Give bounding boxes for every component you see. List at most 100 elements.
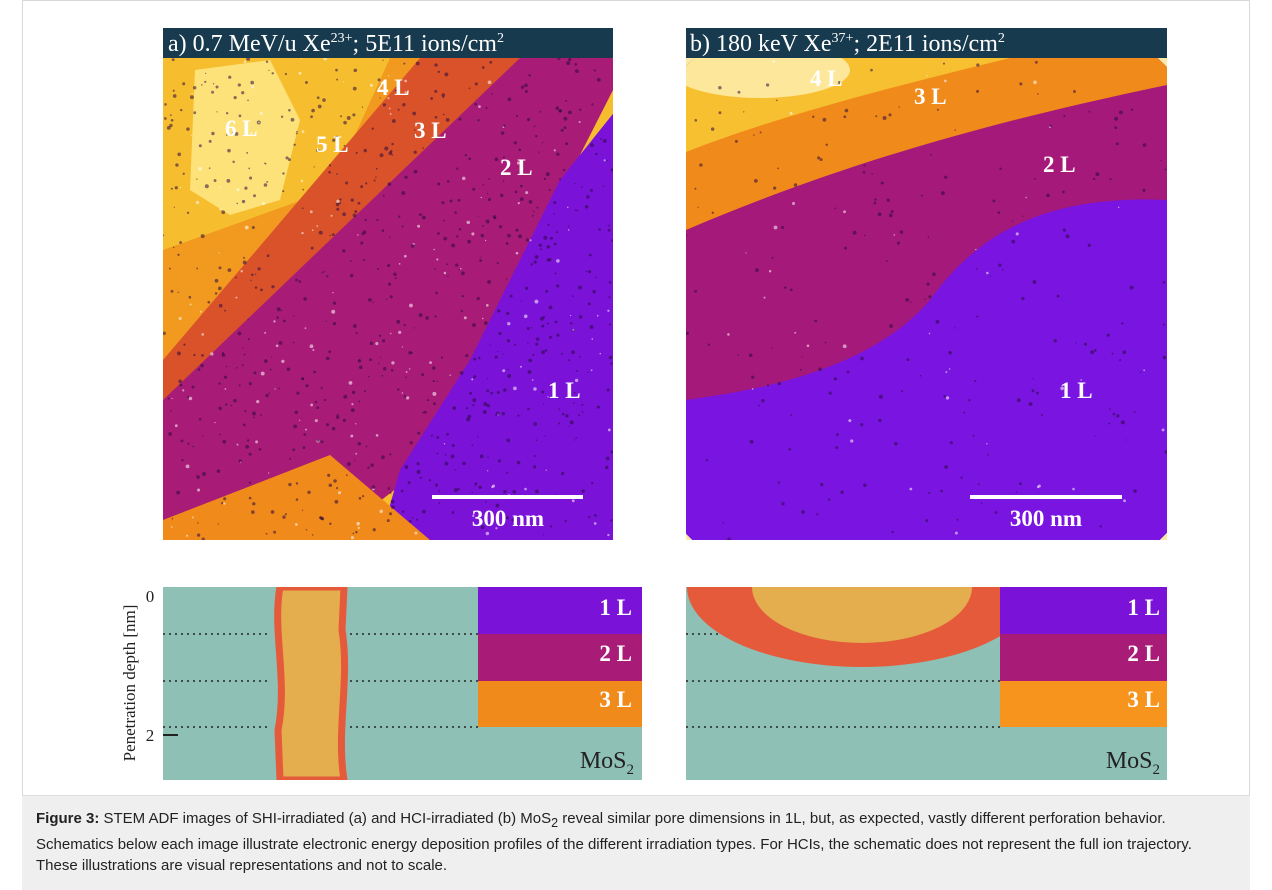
texture: [350, 260, 352, 262]
texture: [237, 203, 239, 205]
texture: [216, 86, 219, 89]
texture: [260, 289, 263, 292]
texture: [968, 399, 970, 401]
texture: [928, 295, 931, 298]
texture: [226, 179, 230, 183]
texture: [187, 212, 189, 214]
texture: [380, 357, 381, 358]
texture: [503, 180, 505, 182]
texture: [245, 226, 249, 230]
texture: [844, 247, 847, 250]
texture: [182, 82, 185, 85]
texture: [196, 267, 198, 269]
texture: [568, 359, 570, 361]
texture: [434, 268, 436, 270]
texture: [368, 298, 372, 302]
texture: [581, 187, 582, 188]
texture: [524, 314, 528, 318]
texture: [487, 470, 488, 471]
texture: [305, 327, 307, 329]
texture: [347, 116, 351, 120]
texture: [321, 440, 324, 443]
texture: [1036, 392, 1039, 395]
texture: [932, 272, 936, 276]
texture: [607, 534, 609, 536]
texture: [372, 128, 374, 130]
texture: [218, 286, 222, 290]
texture: [462, 177, 466, 181]
texture: [527, 342, 528, 343]
texture: [754, 179, 758, 183]
texture: [417, 225, 420, 228]
texture: [607, 388, 610, 391]
texture: [1046, 194, 1050, 198]
texture: [197, 533, 200, 536]
texture: [435, 316, 437, 318]
texture: [288, 109, 291, 112]
texture: [575, 437, 577, 439]
texture: [478, 357, 481, 360]
texture: [218, 523, 219, 524]
texture: [245, 445, 249, 449]
texture: [274, 388, 275, 389]
texture: [322, 272, 324, 274]
texture: [295, 523, 298, 526]
texture: [1119, 110, 1123, 114]
texture: [468, 157, 471, 160]
texture: [251, 85, 254, 88]
texture: [351, 536, 354, 539]
texture: [950, 441, 953, 444]
texture: [1114, 126, 1117, 129]
texture: [197, 522, 198, 523]
texture: [944, 465, 948, 469]
texture: [433, 380, 435, 382]
texture: [543, 236, 547, 240]
texture: [343, 395, 347, 399]
texture: [461, 271, 465, 275]
texture: [408, 481, 411, 484]
texture: [465, 354, 468, 357]
texture: [549, 336, 552, 339]
texture: [1140, 372, 1141, 373]
texture: [410, 441, 413, 444]
texture: [575, 209, 577, 211]
texture: [444, 272, 446, 274]
texture: [313, 370, 316, 373]
texture: [336, 79, 338, 81]
texture: [597, 78, 601, 82]
texture: [202, 435, 203, 436]
label: MoS: [580, 748, 627, 774]
label: 3 L: [599, 687, 632, 712]
texture: [749, 353, 753, 357]
texture: [1034, 178, 1036, 180]
texture: [472, 188, 475, 191]
texture: [252, 226, 255, 229]
texture: [1094, 349, 1097, 352]
texture: [340, 115, 342, 117]
texture: [591, 338, 593, 340]
texture: [270, 369, 272, 371]
texture: [694, 119, 697, 122]
texture: [878, 419, 881, 422]
texture: [404, 176, 407, 179]
texture: [311, 247, 314, 250]
texture: [531, 327, 532, 328]
texture: [207, 301, 210, 304]
texture: [545, 435, 546, 436]
image-a: [162, 28, 640, 541]
texture: [282, 515, 285, 518]
texture: [192, 516, 194, 518]
texture: [388, 283, 391, 286]
texture: [562, 413, 565, 416]
texture: [425, 316, 429, 320]
texture: [853, 231, 857, 235]
texture: [532, 379, 534, 381]
texture: [472, 323, 476, 327]
texture: [174, 207, 175, 208]
texture: [351, 408, 355, 412]
texture: [176, 491, 180, 495]
texture: [1011, 240, 1015, 244]
texture: [790, 112, 793, 115]
texture: [179, 317, 182, 320]
texture: [589, 254, 592, 257]
